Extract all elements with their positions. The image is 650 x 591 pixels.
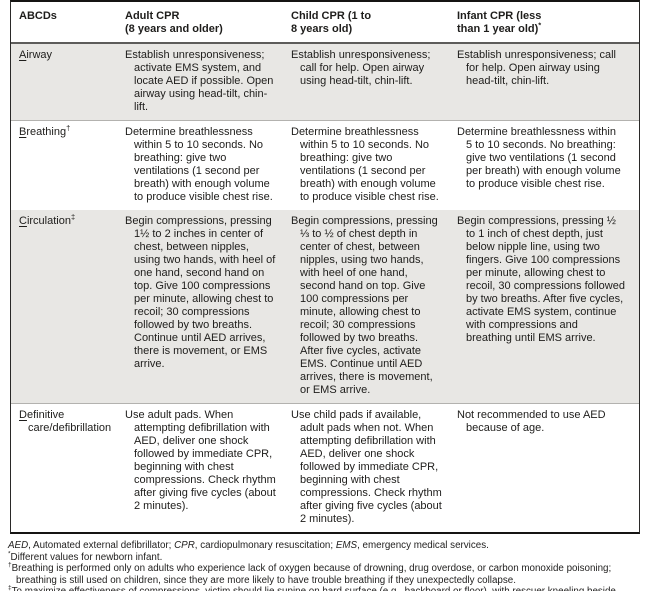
underlined-letter: D bbox=[19, 409, 27, 421]
footnote-text: AED bbox=[8, 540, 29, 551]
table-row-circulation: Circulation‡ Begin compressions, pressing… bbox=[11, 210, 639, 404]
footnote-text: Breathing is performed only on adults wh… bbox=[11, 563, 612, 586]
cell-airway-child: Establish unresponsiveness; call for hel… bbox=[291, 49, 431, 87]
footnote-text: CPR bbox=[174, 540, 195, 551]
table-row-breathing: Breathing† Determine breathlessness withi… bbox=[11, 121, 639, 210]
column-header-abcds: ABCDs bbox=[19, 10, 57, 22]
footnote-1: AED, Automated external defibrillator; C… bbox=[8, 540, 648, 552]
cell-breathing-adult: Determine breathlessness within 5 to 10 … bbox=[125, 126, 273, 203]
cell-definitive-care-infant: Not recommended to use AED because of ag… bbox=[457, 409, 606, 434]
footnote-marker: † bbox=[8, 561, 12, 569]
row-footnote-marker: ‡ bbox=[70, 212, 76, 222]
column-header-child: Child CPR (1 to 8 years old) bbox=[291, 10, 372, 35]
cell-airway-adult: Establish unresponsiveness; activate EMS… bbox=[125, 49, 274, 113]
footnote-marker: * bbox=[8, 550, 11, 558]
column-header-adult: Adult CPR (8 years and older) bbox=[125, 10, 223, 35]
footnote-text: , Automated external defibrillator; bbox=[28, 540, 175, 551]
footnote-marker: ‡ bbox=[8, 585, 12, 591]
footnote-2: *Different values for newborn infant. bbox=[8, 550, 648, 564]
underlined-letter: A bbox=[19, 49, 27, 61]
header-footnote-marker: * bbox=[538, 20, 542, 30]
cell-definitive-care-adult: Use adult pads. When attempting defibril… bbox=[125, 409, 276, 512]
footnote-text: , emergency medical services. bbox=[357, 540, 489, 551]
footnote-3: †Breathing is performed only on adults w… bbox=[8, 561, 648, 586]
footnote-text: , cardiopulmonary resuscitation; bbox=[194, 540, 336, 551]
table-header-row: ABCDs Adult CPR (8 years and older) Child C… bbox=[11, 2, 639, 44]
footnote-4: ‡To maximize effectiveness of compressio… bbox=[8, 585, 648, 591]
table-row-definitive-care: Definitive care/defibrillation Use adult … bbox=[11, 404, 639, 532]
cell-breathing-child: Determine breathlessness within 5 to 10 … bbox=[291, 126, 439, 203]
footnote-text: To maximize effectiveness of compression… bbox=[12, 586, 616, 591]
footnote-text: EMS bbox=[335, 540, 358, 551]
row-label-breathing: Breathing† bbox=[19, 123, 71, 138]
row-label-airway: Airway bbox=[19, 49, 53, 61]
footnotes: AED, Automated external defibrillator; C… bbox=[8, 540, 648, 591]
cell-circulation-adult: Begin compressions, pressing 1½ to 2 inc… bbox=[125, 215, 276, 370]
table-row-airway: Airway Establish unresponsiveness; activa… bbox=[11, 44, 639, 121]
cell-airway-infant: Establish unresponsiveness; call for hel… bbox=[457, 49, 616, 87]
footnote-text: Different values for newborn infant. bbox=[10, 551, 163, 563]
cpr-comparison-table: ABCDs Adult CPR (8 years and older) Child C… bbox=[10, 0, 640, 534]
cell-breathing-infant: Determine breathlessness within 5 to 10 … bbox=[457, 126, 621, 190]
table-body: Airway Establish unresponsiveness; activa… bbox=[11, 44, 639, 532]
underlined-letter: C bbox=[19, 215, 27, 227]
cell-circulation-infant: Begin compressions, pressing ½ to 1 inch… bbox=[457, 215, 625, 344]
row-label-definitive-care: Definitive care/defibrillation bbox=[19, 409, 112, 434]
row-label-circulation: Circulation‡ bbox=[19, 212, 76, 227]
cell-circulation-child: Begin compressions, pressing ⅓ to ½ of c… bbox=[291, 215, 438, 396]
row-footnote-marker: † bbox=[66, 123, 71, 133]
underlined-letter: B bbox=[19, 126, 27, 138]
column-header-infant: Infant CPR (less than 1 year old)* bbox=[457, 10, 542, 35]
cell-definitive-care-child: Use child pads if available, adult pads … bbox=[291, 409, 442, 525]
